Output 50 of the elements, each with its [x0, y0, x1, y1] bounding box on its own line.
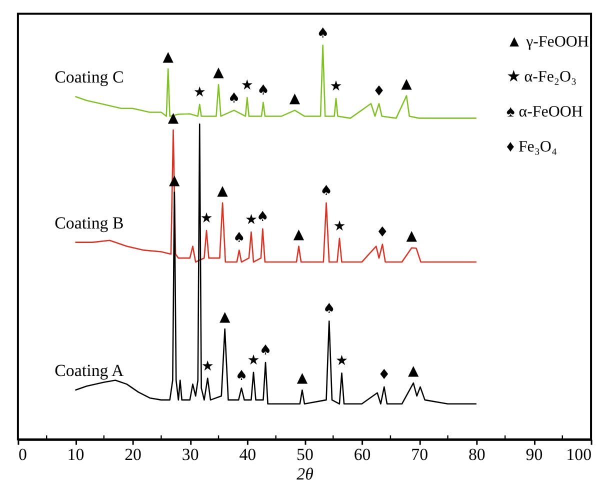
series-label: Coating B: [54, 213, 124, 232]
annotation: ▲: [401, 76, 412, 92]
x-tick-label: 10: [67, 444, 84, 464]
annotation: ♠: [232, 230, 246, 246]
x-tick-label: 100: [566, 444, 592, 464]
annotation: ★: [200, 210, 213, 227]
annotation: ▲: [289, 90, 300, 106]
annotation: ★: [193, 84, 206, 100]
x-tick-label: 60: [354, 444, 371, 464]
annotation: ♦ Fe₃O₄: [506, 138, 558, 156]
annotation: ♠ α-FeOOH: [506, 103, 584, 120]
annotation: ▲ γ-FeOOH: [506, 34, 590, 51]
annotation: ♠: [320, 182, 333, 199]
x-tick-label: 80: [468, 444, 486, 464]
annotation: ★: [333, 218, 346, 234]
annotation: ♠: [322, 301, 336, 318]
annotation: ★: [247, 352, 260, 368]
x-tick-label: 50: [296, 444, 314, 464]
x-tick-label: 70: [411, 444, 428, 464]
x-axis-title: 2θ: [296, 464, 314, 484]
series-label: Coating A: [54, 361, 125, 380]
annotation: ▲: [296, 370, 308, 386]
x-tick-label: 0: [18, 444, 27, 464]
series-label: Coating C: [54, 68, 124, 87]
x-tick-label: 20: [124, 444, 142, 464]
annotation: ▲: [408, 363, 420, 380]
annotation: ♠: [228, 90, 240, 106]
annotation: ★: [335, 353, 348, 370]
annotation: ★ α-Fe₂O₃: [506, 68, 577, 86]
annotation: ▲: [162, 48, 174, 65]
annotation: ▲: [219, 309, 230, 326]
annotation: ♦: [378, 366, 390, 383]
annotation: ♠: [316, 25, 330, 42]
annotation: ♦: [372, 84, 386, 100]
annotation: ♠: [259, 342, 272, 359]
annotation: ★: [330, 78, 342, 95]
annotation: ▲: [217, 182, 228, 199]
annotation: ★: [201, 358, 214, 374]
annotation: ♠: [256, 208, 269, 225]
annotation: ▲: [293, 226, 304, 242]
annotation: ♦: [376, 224, 389, 240]
annotation: ♠: [235, 368, 248, 384]
x-tick-label: 30: [182, 444, 199, 464]
annotation: ▲: [406, 228, 418, 244]
x-tick-label: 40: [239, 444, 256, 464]
x-tick-label: 90: [526, 444, 543, 464]
annotation: ▲: [213, 64, 224, 81]
annotation: ★: [244, 212, 258, 228]
annotation: ★: [240, 78, 254, 94]
annotation: ♠: [256, 82, 270, 98]
